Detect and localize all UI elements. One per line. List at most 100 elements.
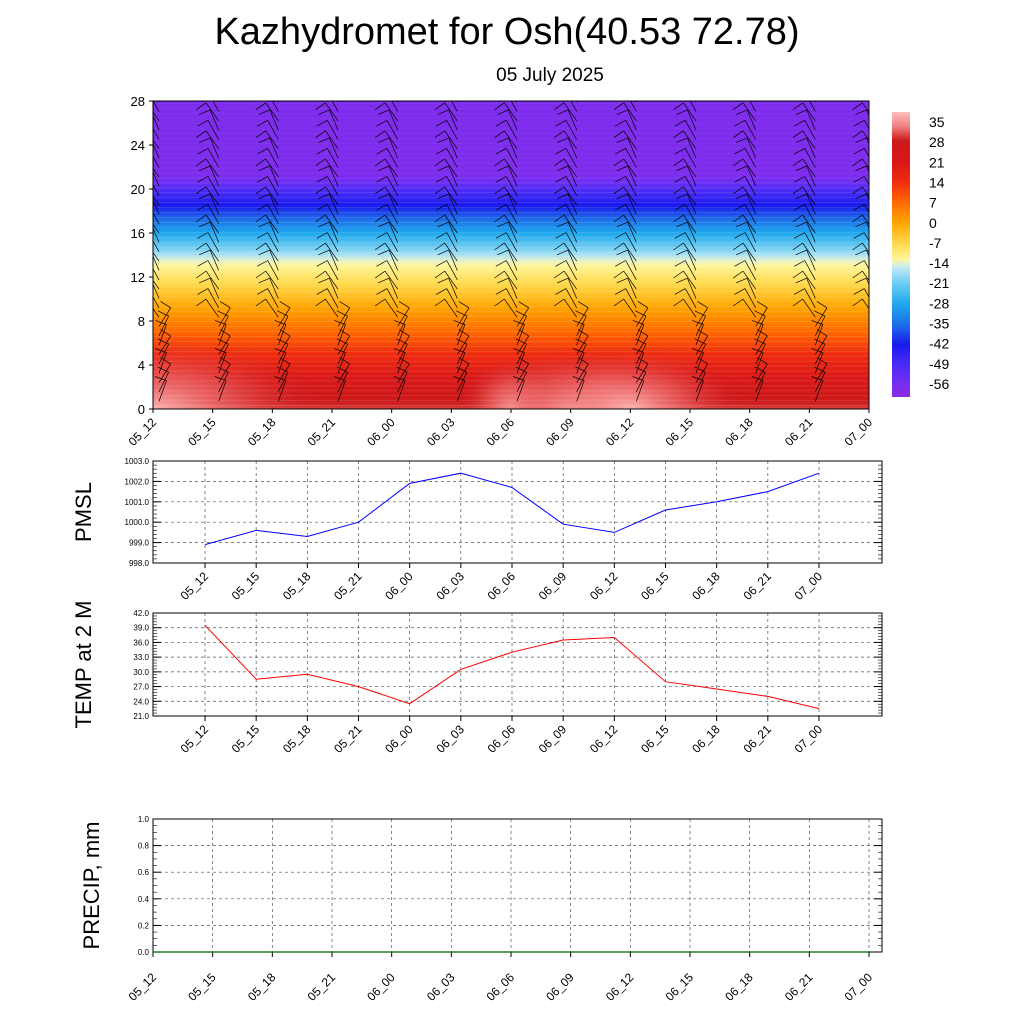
wind-barb: [457, 329, 470, 355]
wind-barb: [754, 310, 766, 337]
colorbar-label: 35: [929, 114, 945, 130]
wind-barb: [257, 176, 279, 196]
wind-barb: [277, 101, 279, 103]
wind-barb: [694, 366, 706, 393]
wind-barb: [792, 102, 816, 122]
y-tick-label: 16: [131, 226, 145, 241]
wind-barb: [434, 242, 458, 262]
wind-barb: [257, 232, 279, 252]
wind-barb: [153, 128, 160, 140]
wind-barb: [153, 167, 160, 178]
y-tick-label: 0.6: [138, 868, 150, 877]
y-tick-label: 36.0: [133, 638, 149, 647]
wind-barb: [795, 109, 816, 131]
colorbar-label: -56: [929, 376, 949, 392]
wind-barb: [451, 101, 458, 112]
wind-barb: [615, 288, 637, 308]
wind-barb: [217, 366, 229, 393]
wind-barb: [676, 109, 697, 131]
wind-barb: [497, 193, 518, 215]
wind-barb: [315, 214, 339, 234]
wind-barb: [754, 366, 766, 393]
wind-barb: [277, 366, 289, 393]
wind-barb: [376, 176, 399, 196]
wind-barb: [195, 130, 219, 150]
wind-barb: [436, 176, 458, 196]
colorbar-label: -35: [929, 316, 949, 332]
pmsl-panel: 1003.0 1002.0 1001.0 1000.0 999.0 998.0 05_12 0…: [71, 457, 883, 603]
x-tick-label: 05_15: [185, 970, 219, 1004]
wind-barb: [277, 338, 289, 365]
wind-barb: [749, 101, 757, 112]
wind-barb: [871, 349, 882, 374]
warm-lobe: [153, 335, 326, 409]
y-axis-title: PRECIP, mm: [79, 822, 104, 950]
x-tick-label: 05_18: [245, 970, 279, 1004]
series-line: [204, 624, 820, 710]
wind-barb: [434, 298, 458, 318]
wind-barb: [457, 301, 470, 327]
wind-barb: [197, 176, 220, 196]
wind-barb: [855, 277, 869, 286]
wind-barb: [613, 102, 637, 122]
x-tick-label: 05_18: [280, 569, 314, 603]
wind-barb: [153, 139, 160, 150]
y-tick-label: 39.0: [133, 624, 149, 633]
wind-barb: [374, 102, 398, 122]
wind-barb: [197, 232, 220, 252]
wind-barb: [318, 109, 339, 131]
wind-barb: [497, 277, 518, 299]
x-tick-label: 07_00: [792, 569, 826, 603]
wind-barb: [853, 204, 869, 214]
wind-barb: [376, 288, 399, 308]
wind-barb: [615, 204, 637, 224]
wind-barb: [794, 119, 816, 140]
wind-barb: [436, 288, 458, 308]
colorbar-label: -21: [929, 275, 949, 291]
y-tick-label: 1001.0: [125, 498, 150, 507]
wind-barb: [516, 357, 529, 383]
wind-barb: [377, 221, 399, 243]
wind-barb: [153, 279, 160, 290]
wind-barb: [814, 310, 826, 337]
wind-barb: [853, 260, 869, 270]
y-tick-label: 0: [138, 402, 145, 417]
wind-barb: [437, 221, 458, 243]
wind-barb: [374, 130, 398, 150]
wind-barb: [316, 232, 339, 252]
wind-barb: [676, 193, 697, 215]
wind-barb: [318, 137, 339, 159]
wind-barb: [494, 214, 518, 234]
wind-barb: [576, 301, 589, 327]
x-tick-label: 06_21: [740, 569, 774, 603]
wind-barb: [318, 221, 339, 243]
wind-barb: [197, 119, 220, 140]
wind-barb: [754, 101, 757, 103]
wind-barb: [376, 204, 399, 224]
wind-barb: [792, 242, 816, 262]
x-tick-label: 05_21: [331, 569, 365, 603]
wind-barb: [495, 232, 518, 252]
wind-barb: [437, 277, 458, 299]
wind-barb: [436, 147, 458, 168]
panel-frame: [152, 818, 883, 953]
wind-barb: [494, 158, 518, 178]
wind-barb: [735, 137, 757, 159]
wind-barb: [257, 260, 279, 280]
wind-barb: [153, 195, 160, 206]
wind-barb: [855, 249, 869, 258]
wind-barb: [198, 221, 220, 243]
wind-barb: [495, 147, 518, 168]
wind-barb: [255, 270, 279, 290]
wind-barb: [853, 232, 869, 242]
wind-barb: [616, 249, 637, 271]
wind-barb: [794, 147, 816, 168]
wind-barb: [855, 82, 875, 102]
wind-barb: [434, 214, 458, 234]
wind-barb: [376, 260, 399, 280]
x-tick-label: 06_15: [663, 415, 697, 449]
x-tick-label: 05_15: [185, 415, 219, 449]
wind-barb: [673, 242, 697, 262]
x-tick-label: 06_12: [587, 722, 621, 756]
wind-barb: [257, 119, 279, 140]
